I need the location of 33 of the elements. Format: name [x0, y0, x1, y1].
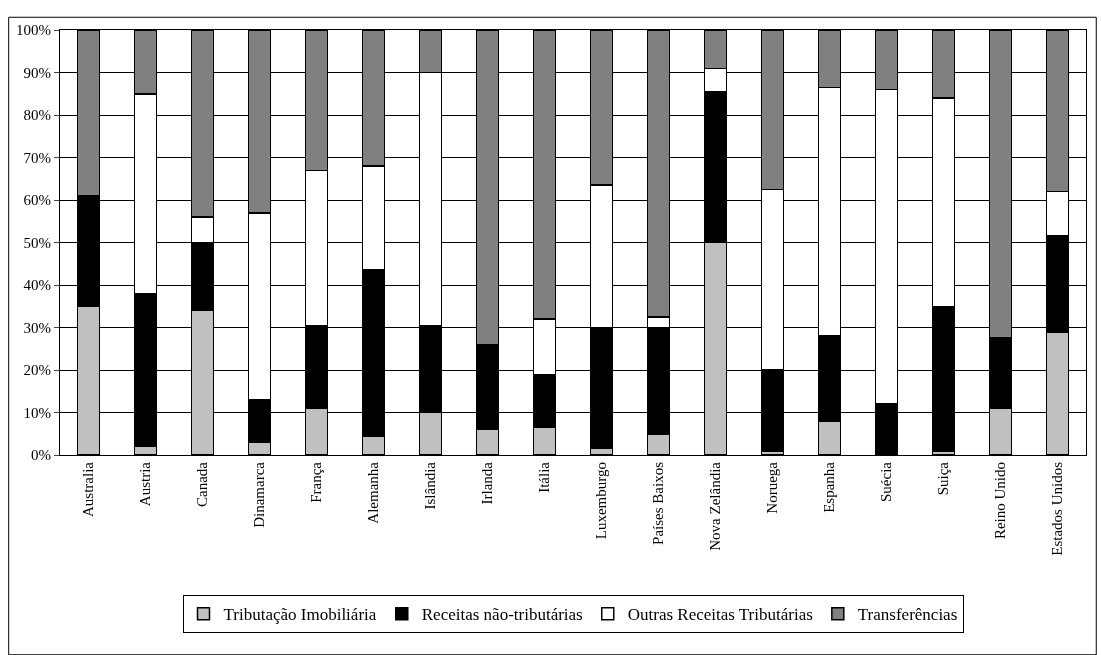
y-tick-label: 70%	[23, 149, 51, 166]
x-tick-label: Australia	[80, 461, 97, 517]
x-tick-label: Canada	[194, 461, 211, 507]
x-tick-label: Austria	[137, 461, 154, 507]
y-tick-label: 40%	[23, 277, 51, 294]
x-tick-label: Suécia	[878, 461, 895, 502]
x-tick-label: Nova Zelândia	[707, 461, 724, 551]
x-tick-label: Itália	[536, 461, 553, 493]
x-tick-label: Noruega	[764, 461, 781, 514]
legend-label: Transferências	[857, 605, 958, 625]
y-tick-label: 50%	[23, 234, 51, 251]
x-tick-label: Suiça	[935, 461, 952, 496]
x-tick-label: Países Baixos	[650, 461, 667, 545]
x-tick-label: Irlanda	[479, 461, 496, 505]
legend-label: Tributação Imobiliária	[223, 605, 377, 625]
y-tick-label: 60%	[23, 192, 51, 209]
x-tick-label: Espanha	[821, 461, 838, 513]
x-tick-label: França	[308, 461, 325, 503]
x-tick-label: Dinamarca	[251, 461, 268, 528]
y-tick-label: 90%	[23, 64, 51, 81]
x-tick-label: Luxemburgo	[593, 462, 610, 540]
x-tick-label: Alemanha	[365, 461, 382, 524]
y-tick-label: 30%	[23, 319, 51, 336]
x-tick-label: Estados Unidos	[1049, 461, 1066, 556]
y-tick-label: 100%	[16, 22, 51, 39]
y-tick-label: 10%	[23, 404, 51, 421]
y-tick-label: 20%	[23, 362, 51, 379]
x-tick-label: Reino Unido	[992, 462, 1009, 540]
y-tick-label: 80%	[23, 107, 51, 124]
legend-label: Outras Receitas Tributárias	[627, 605, 813, 625]
y-tick-label: 0%	[31, 447, 51, 464]
legend-label: Receitas não-tributárias	[421, 605, 583, 625]
x-tick-label: Islândia	[422, 461, 439, 510]
